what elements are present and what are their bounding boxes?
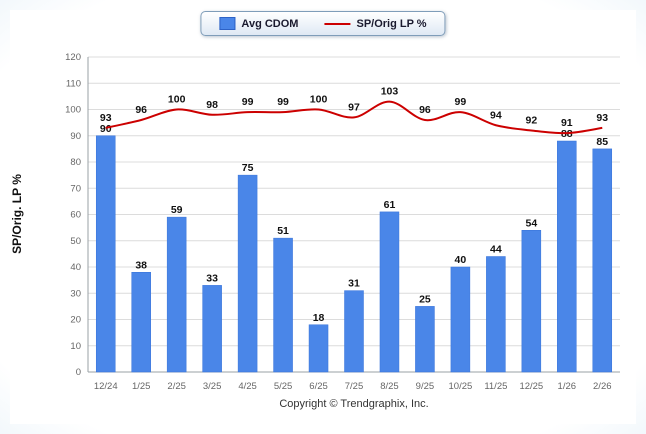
bar (379, 211, 400, 373)
line-value-label: 96 (135, 104, 147, 116)
y-tick-label: 40 (70, 262, 81, 273)
bar (95, 135, 116, 373)
y-tick-label: 30 (70, 288, 81, 299)
line-value-label: 99 (455, 96, 467, 108)
bar (450, 266, 471, 373)
bar (308, 324, 329, 373)
x-tick-label: 12/25 (519, 381, 543, 392)
bar-value-label: 31 (348, 278, 360, 290)
bar-value-label: 61 (384, 199, 396, 211)
line-value-label: 93 (100, 112, 112, 124)
legend-line-swatch (324, 22, 351, 25)
line-value-label: 98 (206, 99, 218, 111)
bar (557, 140, 577, 373)
x-tick-label: 10/25 (449, 381, 473, 392)
line-value-label: 94 (490, 109, 502, 121)
x-tick-label: 5/25 (274, 381, 293, 392)
bar (131, 272, 151, 373)
x-tick-label: 7/25 (345, 381, 364, 392)
x-tick-label: 4/25 (238, 381, 257, 392)
legend-bar-swatch (219, 17, 236, 30)
y-tick-label: 80 (70, 157, 81, 168)
bar-value-label: 25 (419, 293, 431, 305)
bar (273, 237, 293, 373)
line-value-label: 99 (242, 96, 254, 108)
line-value-label: 96 (419, 104, 431, 116)
x-tick-label: 3/25 (203, 381, 222, 392)
bar-value-label: 33 (206, 272, 218, 284)
line-value-label: 91 (561, 117, 573, 129)
bar-value-label: 40 (455, 254, 467, 266)
bar-value-label: 85 (596, 136, 608, 148)
x-tick-label: 2/26 (593, 381, 612, 392)
bar (521, 230, 542, 373)
line-value-label: 100 (168, 94, 186, 106)
legend-item-avg-cdom: Avg CDOM (219, 17, 298, 30)
bar-value-label: 54 (525, 217, 537, 229)
legend: Avg CDOM SP/Orig LP % (200, 11, 446, 36)
trend-line (105, 100, 603, 135)
legend-label-sp-orig-lp: SP/Orig LP % (356, 17, 427, 30)
bar-value-label: 75 (242, 162, 254, 174)
x-tick-label: 1/25 (132, 381, 151, 392)
y-tick-label: 90 (70, 131, 81, 142)
line-value-label: 103 (381, 86, 399, 98)
y-tick-label: 10 (70, 341, 81, 352)
y-tick-label: 50 (70, 236, 81, 247)
y-tick-label: 120 (65, 52, 81, 63)
y-tick-label: 60 (70, 210, 81, 221)
x-tick-label: 8/25 (380, 381, 399, 392)
bar-value-label: 59 (171, 204, 183, 216)
bar-value-label: 51 (277, 225, 289, 237)
bar-value-label: 38 (135, 259, 147, 271)
line-value-label: 99 (277, 96, 289, 108)
bar (415, 306, 435, 373)
x-tick-label: 2/25 (167, 381, 186, 392)
x-tick-label: 12/24 (94, 381, 118, 392)
bar-value-label: 90 (100, 123, 112, 135)
bar (486, 256, 506, 373)
bar-value-label: 44 (490, 244, 502, 256)
bar-value-label: 18 (313, 312, 325, 324)
x-tick-label: 6/25 (309, 381, 328, 392)
bar (592, 148, 613, 373)
bar (166, 216, 187, 373)
legend-item-sp-orig-lp: SP/Orig LP % (324, 17, 427, 30)
y-tick-label: 0 (76, 367, 81, 378)
bar (202, 285, 222, 373)
y-tick-label: 100 (65, 105, 81, 116)
y-tick-label: 20 (70, 315, 81, 326)
y-tick-label: 70 (70, 183, 81, 194)
copyright: Copyright © Trendgraphix, Inc. (279, 398, 429, 410)
legend-label-avg-cdom: Avg CDOM (241, 17, 299, 30)
y-axis-title: SP/Orig. LP % (10, 174, 24, 254)
line-value-label: 100 (310, 94, 328, 106)
y-tick-label: 110 (66, 78, 81, 89)
x-tick-label: 11/25 (484, 381, 507, 392)
x-tick-label: 9/25 (416, 381, 435, 392)
line-value-label: 97 (348, 101, 360, 113)
line-value-label: 92 (525, 115, 537, 127)
line-value-label: 93 (596, 112, 608, 124)
x-tick-label: 1/26 (558, 381, 577, 392)
bar (237, 174, 258, 373)
bar (344, 290, 364, 373)
